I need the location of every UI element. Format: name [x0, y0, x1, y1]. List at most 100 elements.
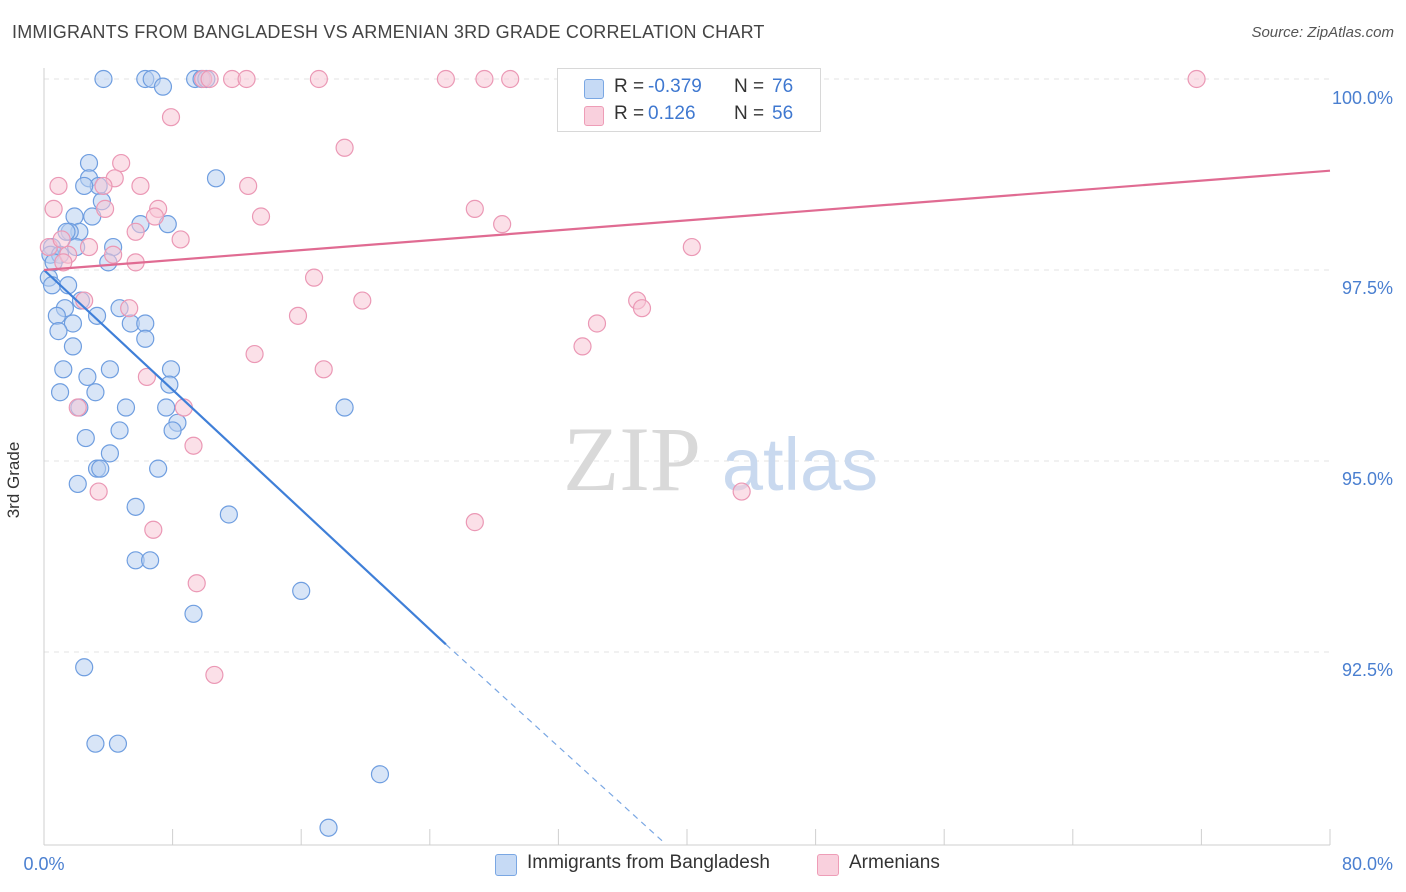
- point-bangladesh: [335, 398, 354, 417]
- point-armenians: [187, 574, 206, 593]
- point-bangladesh: [63, 314, 83, 333]
- point-armenians: [632, 299, 652, 318]
- point-bangladesh: [319, 818, 338, 837]
- point-bangladesh: [100, 444, 120, 463]
- point-armenians: [144, 520, 163, 539]
- watermark: ZIP atlas: [563, 408, 878, 510]
- point-bangladesh: [206, 169, 226, 188]
- point-bangladesh: [49, 322, 68, 341]
- point-bangladesh: [126, 497, 145, 516]
- point-bangladesh: [370, 765, 390, 784]
- point-bangladesh: [292, 581, 311, 600]
- point-bangladesh: [68, 474, 87, 494]
- point-bangladesh: [63, 337, 83, 356]
- legend-r-label: R =: [614, 103, 645, 124]
- x-tick-label: 80.0%: [1342, 854, 1393, 874]
- trendline-bangladesh: [43, 269, 447, 646]
- legend-label-armenians: Armenians: [849, 852, 940, 873]
- point-armenians: [79, 237, 99, 257]
- legend-n-value: 56: [772, 103, 794, 124]
- legend-r-value: -0.379: [648, 76, 702, 97]
- y-tick-label: 92.5%: [1342, 660, 1393, 680]
- point-armenians: [184, 436, 203, 455]
- point-armenians: [120, 299, 139, 318]
- point-armenians: [112, 153, 131, 173]
- legend-row-bangladesh: R = -0.379 N = 76: [558, 75, 820, 101]
- legend-n-label: N =: [734, 76, 765, 97]
- point-bangladesh: [108, 734, 128, 753]
- point-armenians: [245, 344, 264, 364]
- point-armenians: [161, 108, 181, 127]
- point-armenians: [465, 513, 484, 532]
- point-bangladesh: [116, 398, 136, 417]
- chart-title: IMMIGRANTS FROM BANGLADESH VS ARMENIAN 3…: [12, 22, 765, 42]
- point-armenians: [95, 199, 115, 218]
- point-bangladesh: [86, 383, 105, 402]
- point-bangladesh: [91, 459, 110, 478]
- legend-swatch-blue: [495, 854, 517, 876]
- point-armenians: [52, 230, 71, 249]
- point-armenians: [335, 138, 354, 157]
- point-armenians: [436, 69, 455, 89]
- correlation-legend: R = -0.379 N = 76 R = 0.126 N = 56: [557, 68, 821, 132]
- point-bangladesh: [42, 276, 62, 295]
- point-armenians: [205, 665, 224, 685]
- legend-r-label: R =: [614, 76, 645, 97]
- point-armenians: [353, 291, 372, 310]
- tick-label-layer: 92.5% 95.0% 97.5% 100.0% 0.0% 80.0%: [23, 88, 1393, 874]
- point-armenians: [171, 230, 190, 249]
- legend-row-armenians: R = 0.126 N = 56: [558, 102, 820, 128]
- point-bangladesh: [157, 398, 176, 417]
- legend-r-value: 0.126: [648, 103, 696, 124]
- legend-swatch-pink: [584, 106, 604, 126]
- legend-swatch-blue: [584, 79, 604, 99]
- point-bangladesh: [184, 604, 203, 623]
- point-armenians: [239, 176, 258, 196]
- point-armenians: [131, 176, 150, 196]
- point-armenians: [1187, 69, 1206, 89]
- point-bangladesh: [75, 658, 94, 677]
- trendline-bangladesh-extension: [445, 643, 665, 844]
- point-armenians: [94, 176, 113, 196]
- point-armenians: [475, 69, 494, 89]
- point-armenians: [309, 69, 328, 89]
- point-armenians: [104, 245, 123, 264]
- watermark-zip: ZIP: [563, 408, 701, 510]
- point-armenians: [54, 253, 73, 272]
- series-legend: Immigrants from Bangladesh Armenians: [0, 852, 1406, 878]
- point-bangladesh: [149, 459, 168, 478]
- point-armenians: [49, 176, 68, 196]
- legend-n-label: N =: [734, 103, 765, 124]
- point-bangladesh: [163, 421, 182, 440]
- point-armenians: [137, 367, 156, 387]
- point-bangladesh: [110, 421, 129, 440]
- legend-label-bangladesh: Immigrants from Bangladesh: [527, 852, 770, 873]
- legend-n-value: 76: [772, 76, 794, 97]
- point-armenians: [237, 69, 256, 89]
- axis-layer: [43, 68, 1331, 846]
- y-axis-label: 3rd Grade: [4, 441, 23, 519]
- point-bangladesh: [140, 551, 160, 570]
- point-bangladesh: [94, 69, 113, 89]
- point-armenians: [145, 207, 165, 226]
- point-bangladesh: [153, 77, 173, 96]
- point-bangladesh: [100, 360, 120, 379]
- x-tick-label: 0.0%: [23, 854, 64, 874]
- point-bangladesh: [47, 306, 66, 325]
- point-bangladesh: [219, 505, 238, 524]
- trend-layer: [43, 169, 1331, 844]
- point-armenians: [732, 482, 751, 501]
- point-bangladesh: [75, 176, 94, 196]
- point-bangladesh: [87, 306, 107, 325]
- point-armenians: [89, 482, 108, 501]
- point-armenians: [573, 337, 592, 356]
- point-armenians: [314, 360, 333, 379]
- point-bangladesh: [161, 360, 181, 379]
- grid-layer: [44, 78, 1330, 653]
- point-bangladesh: [78, 367, 97, 387]
- source-label: Source: ZipAtlas.com: [1251, 24, 1394, 41]
- y-tick-label: 100.0%: [1332, 88, 1393, 108]
- point-bangladesh: [160, 375, 179, 394]
- point-armenians: [68, 398, 87, 417]
